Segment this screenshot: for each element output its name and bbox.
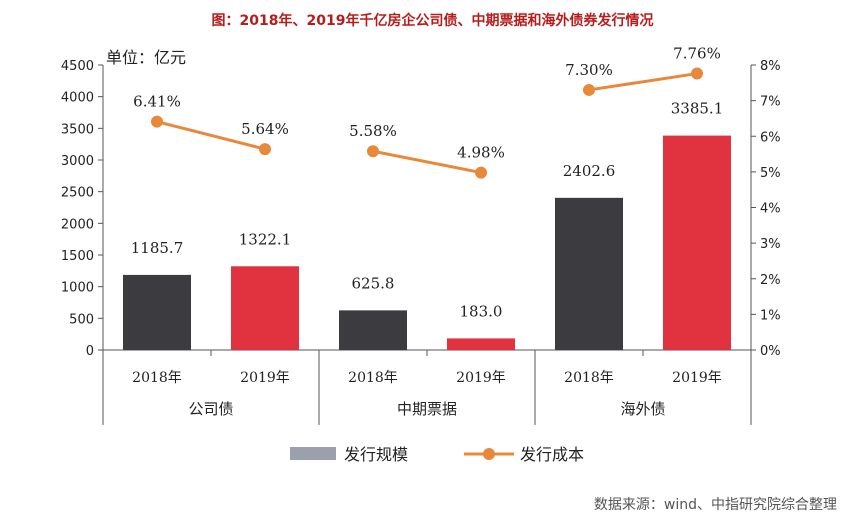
category-label: 2019年 <box>456 370 506 386</box>
category-label: 2018年 <box>132 370 182 386</box>
category-label: 2019年 <box>240 370 290 386</box>
bar <box>339 310 407 350</box>
bar-value-label: 183.0 <box>460 302 503 320</box>
cost-line-segment <box>156 120 266 151</box>
right-axis-tick-label: 2% <box>760 273 781 288</box>
chart-title: 图：2018年、2019年千亿房企公司债、中期票据和海外债券发行情况 <box>211 13 654 29</box>
right-axis-tick-label: 0% <box>760 344 781 359</box>
left-axis-tick-label: 1000 <box>61 281 94 296</box>
right-axis-tick-label: 7% <box>760 95 781 110</box>
cost-value-label: 7.76% <box>673 45 721 63</box>
legend-bar-label: 发行规模 <box>344 445 408 464</box>
legend-line-label: 发行成本 <box>520 445 584 464</box>
right-axis-tick-label: 5% <box>760 166 781 181</box>
bar <box>123 274 191 350</box>
left-axis-tick-label: 2500 <box>61 186 94 201</box>
bar-value-label: 1322.1 <box>239 230 292 248</box>
cost-value-label: 5.64% <box>241 120 289 138</box>
data-source: 数据来源：wind、中指研究院综合整理 <box>593 497 837 513</box>
category-label: 2018年 <box>564 370 614 386</box>
bar-value-label: 625.8 <box>352 274 395 292</box>
category-label: 2018年 <box>348 370 398 386</box>
left-axis-tick-label: 1500 <box>61 249 94 264</box>
bar-value-label: 2402.6 <box>563 162 616 180</box>
category-label: 2019年 <box>672 370 722 386</box>
cost-value-label: 5.58% <box>349 122 397 140</box>
bar-value-label: 1185.7 <box>131 239 184 257</box>
cost-line-segment <box>372 149 482 175</box>
cost-point <box>583 83 595 96</box>
bar <box>555 197 623 350</box>
cost-point <box>151 115 163 128</box>
cost-value-label: 6.41% <box>133 93 181 111</box>
bar <box>231 266 299 350</box>
cost-line-segment <box>588 72 698 92</box>
right-axis-tick-label: 3% <box>760 237 781 252</box>
cost-point <box>259 143 271 156</box>
bar <box>663 135 731 350</box>
bar <box>447 338 515 350</box>
right-axis-tick-label: 1% <box>760 308 781 323</box>
left-axis-tick-label: 4500 <box>61 59 94 74</box>
cost-point <box>691 67 703 80</box>
legend-line-marker <box>483 448 495 460</box>
bar-value-label: 3385.1 <box>671 100 724 118</box>
left-axis-tick-label: 2000 <box>61 217 94 232</box>
left-axis-tick-label: 500 <box>69 312 94 327</box>
legend-bar-swatch <box>290 447 336 460</box>
right-axis-tick-label: 8% <box>760 59 781 74</box>
group-label: 公司债 <box>188 400 233 418</box>
cost-value-label: 4.98% <box>457 144 505 162</box>
cost-point <box>475 166 487 179</box>
left-axis-tick-label: 4000 <box>61 91 94 106</box>
left-axis-tick-label: 3000 <box>61 154 94 169</box>
unit-label: 单位：亿元 <box>106 48 186 67</box>
cost-value-label: 7.30% <box>565 61 613 79</box>
group-label: 中期票据 <box>397 400 457 418</box>
left-axis-tick-label: 3500 <box>61 122 94 137</box>
group-label: 海外债 <box>620 400 665 418</box>
right-axis-tick-label: 6% <box>760 130 781 145</box>
right-axis-tick-label: 4% <box>760 202 781 217</box>
cost-point <box>367 145 379 158</box>
left-axis-tick-label: 0 <box>86 344 94 359</box>
